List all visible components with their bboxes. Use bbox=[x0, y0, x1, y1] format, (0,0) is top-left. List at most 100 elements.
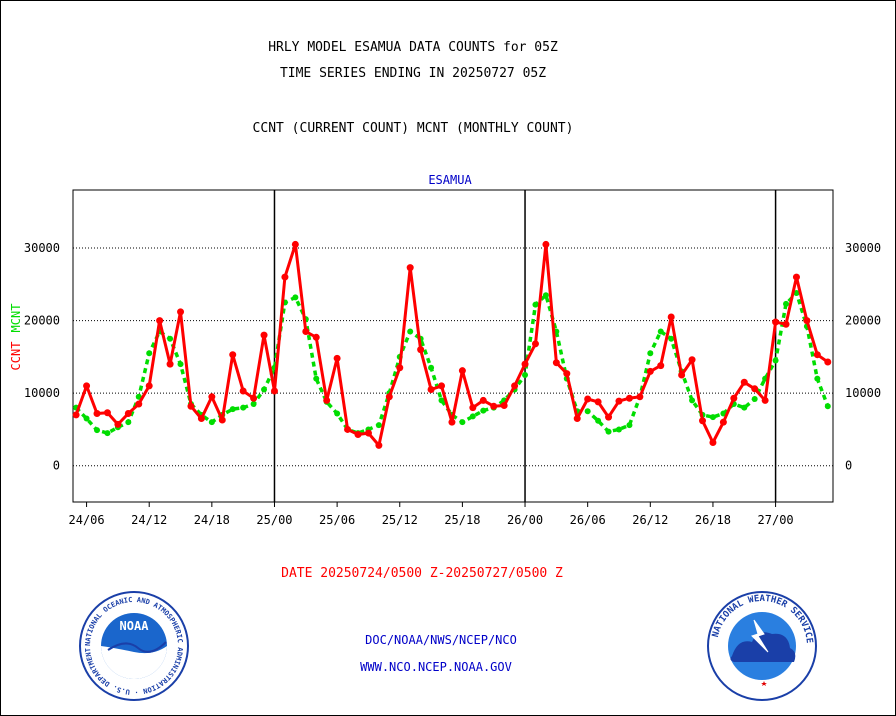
chart-subtitle: CCNT (CURRENT COUNT) MCNT (MONTHLY COUNT… bbox=[252, 121, 574, 136]
mcnt-point bbox=[522, 372, 529, 379]
x-tick-label: 26/00 bbox=[507, 513, 543, 527]
ccnt-point bbox=[667, 313, 675, 321]
ccnt-point bbox=[239, 387, 247, 395]
ccnt-point bbox=[458, 367, 466, 375]
x-tick-label: 25/18 bbox=[444, 513, 480, 527]
ccnt-point bbox=[448, 418, 456, 426]
mcnt-point bbox=[615, 426, 622, 433]
mcnt-point bbox=[177, 361, 184, 368]
ccnt-point bbox=[302, 327, 310, 335]
ccnt-point bbox=[396, 364, 404, 372]
x-tick-label: 25/00 bbox=[256, 513, 292, 527]
mcnt-point bbox=[428, 364, 435, 371]
x-tick-label: 25/06 bbox=[319, 513, 355, 527]
mcnt-point bbox=[626, 422, 633, 429]
y-tick-label-right: 10000 bbox=[845, 386, 881, 400]
ccnt-point bbox=[490, 402, 498, 410]
ccnt-point bbox=[93, 409, 101, 417]
ccnt-point bbox=[135, 400, 143, 408]
ccnt-point bbox=[469, 404, 477, 412]
x-tick-label: 24/12 bbox=[131, 513, 167, 527]
station-label: ESAMUA bbox=[428, 173, 472, 187]
ccnt-point bbox=[719, 418, 727, 426]
mcnt-point bbox=[313, 375, 320, 382]
ccnt-point bbox=[229, 351, 237, 359]
ccnt-point bbox=[197, 415, 205, 423]
ccnt-point bbox=[333, 354, 341, 362]
ccnt-point bbox=[281, 273, 289, 281]
ccnt-point bbox=[573, 415, 581, 423]
ccnt-point bbox=[385, 393, 393, 401]
ccnt-point bbox=[813, 351, 821, 359]
ccnt-point bbox=[187, 402, 195, 410]
mcnt-point bbox=[647, 350, 654, 357]
ccnt-point bbox=[250, 394, 258, 402]
y-tick-label-left: 30000 bbox=[24, 241, 60, 255]
ccnt-point bbox=[511, 382, 519, 390]
noaa-logo: NATIONAL OCEANIC AND ATMOSPHERIC ADMINIS… bbox=[78, 590, 189, 701]
ccnt-point bbox=[406, 264, 414, 272]
ccnt-point bbox=[145, 382, 153, 390]
mcnt-point bbox=[261, 386, 268, 393]
ccnt-point bbox=[260, 331, 268, 339]
mcnt-point bbox=[814, 375, 821, 382]
mcnt-point bbox=[657, 328, 664, 335]
ccnt-point bbox=[500, 401, 508, 409]
ccnt-point bbox=[521, 360, 529, 368]
plot-border bbox=[72, 189, 834, 503]
ccnt-point bbox=[531, 340, 539, 348]
ccnt-point bbox=[124, 409, 132, 417]
mcnt-point bbox=[824, 403, 831, 410]
ccnt-point bbox=[177, 308, 185, 316]
mcnt-point bbox=[375, 422, 382, 429]
ccnt-point bbox=[772, 318, 780, 326]
nws-logo: NATIONAL WEATHER SERVICE bbox=[707, 591, 817, 701]
ccnt-point bbox=[605, 413, 613, 421]
mcnt-point bbox=[741, 404, 748, 411]
ccnt-point bbox=[709, 439, 717, 447]
mcnt-point bbox=[438, 397, 445, 404]
ccnt-point bbox=[792, 273, 800, 281]
ccnt-point bbox=[354, 431, 362, 439]
ccnt-point bbox=[166, 360, 174, 368]
ccnt-point bbox=[323, 396, 331, 404]
mcnt-point bbox=[689, 397, 696, 404]
chart-title-line2: TIME SERIES ENDING IN 20250727 05Z bbox=[279, 66, 547, 81]
mcnt-point bbox=[720, 410, 727, 417]
ccnt-point bbox=[83, 382, 91, 390]
y-tick-label-left: 10000 bbox=[24, 386, 60, 400]
y-tick-label-right: 30000 bbox=[845, 241, 881, 255]
mcnt-point bbox=[146, 350, 153, 357]
org-line: DOC/NOAA/NWS/NCEP/NCO bbox=[365, 633, 517, 647]
ccnt-point bbox=[594, 398, 602, 406]
x-tick-label: 24/06 bbox=[69, 513, 105, 527]
ccnt-point bbox=[615, 397, 623, 405]
ccnt-point bbox=[417, 346, 425, 354]
x-tick-label: 26/06 bbox=[570, 513, 606, 527]
website-link[interactable]: WWW.NCO.NCEP.NOAA.GOV bbox=[360, 660, 512, 674]
ccnt-point bbox=[751, 385, 759, 393]
mcnt-point bbox=[104, 430, 111, 437]
y-tick-label-right: 20000 bbox=[845, 314, 881, 328]
mcnt-point bbox=[125, 419, 132, 426]
ccnt-point bbox=[782, 320, 790, 328]
mcnt-point bbox=[250, 401, 257, 408]
mcnt-point bbox=[480, 407, 487, 414]
ccnt-point bbox=[479, 396, 487, 404]
ccnt-point bbox=[218, 416, 226, 424]
ccnt-point bbox=[678, 371, 686, 379]
mcnt-point bbox=[240, 404, 247, 411]
ccnt-point bbox=[563, 370, 571, 378]
ccnt-point bbox=[344, 425, 352, 433]
series-layer bbox=[72, 240, 832, 449]
ccnt-point bbox=[375, 441, 383, 449]
ccnt-point bbox=[291, 240, 299, 248]
ccnt-point bbox=[657, 362, 665, 370]
x-tick-label: 27/00 bbox=[758, 513, 794, 527]
mcnt-point bbox=[208, 419, 215, 426]
x-tick-label: 26/12 bbox=[632, 513, 668, 527]
y-tick-label-right: 0 bbox=[845, 459, 852, 473]
mcnt-point bbox=[469, 413, 476, 420]
mcnt-point bbox=[407, 328, 414, 335]
